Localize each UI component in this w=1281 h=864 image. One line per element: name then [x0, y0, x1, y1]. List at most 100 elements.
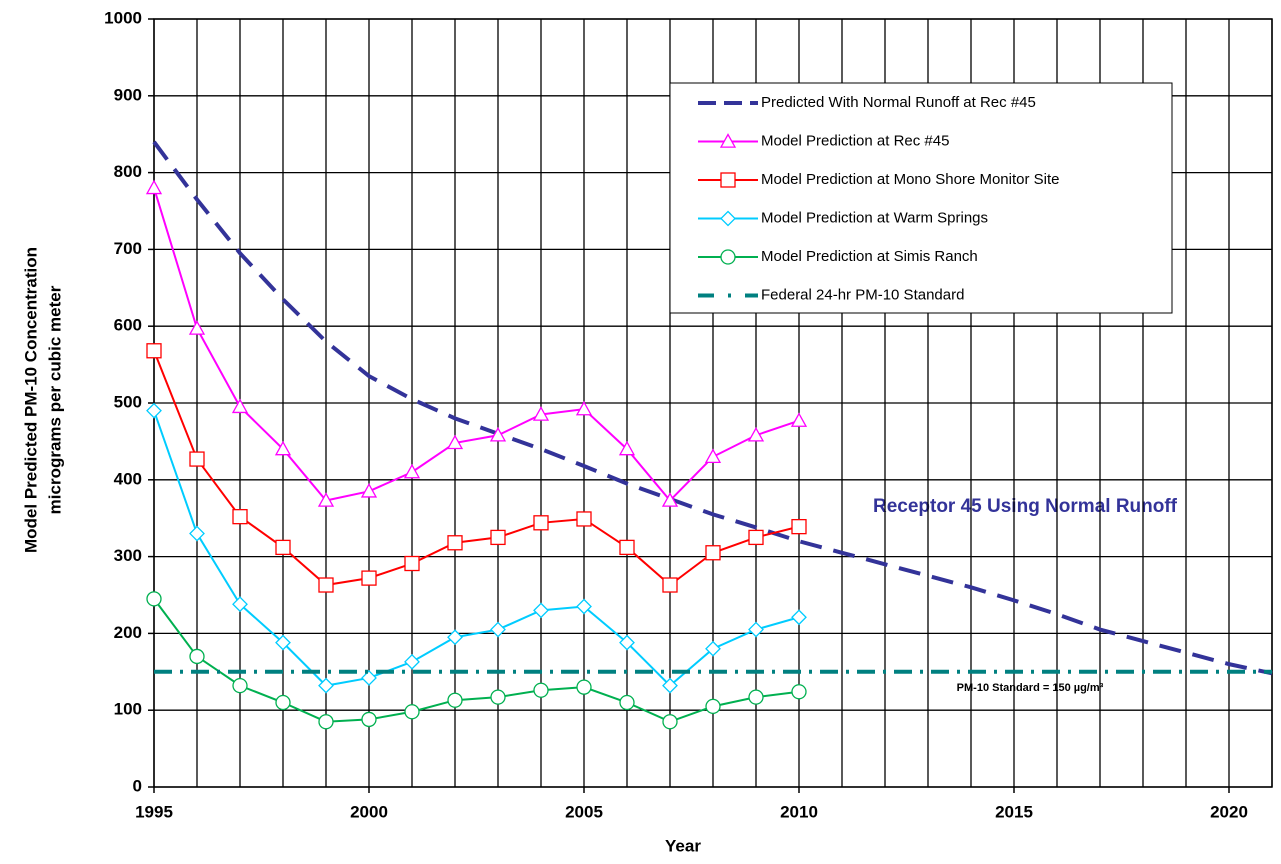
data-point [490, 621, 506, 638]
data-point [232, 596, 248, 613]
data-point [146, 343, 162, 359]
y-tick-label: 800 [114, 162, 142, 181]
data-point [188, 320, 206, 335]
series-line [153, 410, 800, 687]
x-axis-label: Year [665, 836, 701, 855]
data-point [360, 482, 378, 498]
y-axis-label: micrograms per cubic meter [45, 285, 64, 514]
data-point [533, 682, 549, 698]
legend-label: Predicted With Normal Runoff at Rec #45 [761, 94, 1036, 111]
annotation: PM-10 Standard = 150 µg/m³ [957, 682, 1104, 694]
x-tick-label: 2000 [350, 802, 388, 821]
data-point [661, 492, 679, 507]
data-point [318, 577, 334, 593]
x-tick-label: 2010 [780, 802, 818, 821]
legend-label: Model Prediction at Rec #45 [761, 132, 949, 149]
data-point [576, 511, 592, 527]
y-tick-label: 200 [114, 623, 142, 642]
data-point [532, 406, 550, 421]
data-point [662, 677, 678, 694]
data-point [447, 629, 463, 646]
data-point [403, 463, 421, 479]
data-point [275, 539, 291, 556]
legend-label: Model Prediction at Mono Shore Monitor S… [761, 171, 1059, 188]
data-point [748, 689, 764, 705]
data-point [704, 448, 722, 464]
data-point [790, 412, 808, 427]
y-axis-label: Model Predicted PM-10 Concentration [21, 247, 40, 553]
data-point [447, 692, 463, 708]
series-line [153, 187, 800, 503]
legend-marker [719, 133, 737, 148]
legend-label: Federal 24-hr PM-10 Standard [761, 286, 964, 303]
data-point [317, 492, 335, 507]
annotation: Receptor 45 Using Normal Runoff [873, 496, 1178, 517]
data-point [490, 529, 506, 546]
data-point [404, 704, 420, 720]
data-point [232, 509, 248, 525]
y-tick-label: 1000 [104, 8, 142, 27]
data-point [318, 677, 334, 694]
y-tick-label: 100 [114, 700, 142, 719]
data-point [747, 426, 765, 442]
data-point [489, 426, 507, 442]
data-point [361, 711, 377, 728]
legend-marker [720, 172, 736, 188]
y-tick-label: 400 [114, 469, 142, 488]
x-tick-label: 2015 [995, 802, 1033, 821]
x-tick-label: 2020 [1210, 802, 1248, 821]
data-point [146, 402, 162, 419]
data-point [791, 518, 807, 535]
data-point [533, 515, 549, 531]
data-point [446, 434, 464, 450]
data-point [618, 440, 636, 456]
data-point [404, 653, 420, 670]
data-point [231, 398, 249, 414]
data-point [232, 677, 248, 694]
data-point [748, 529, 764, 546]
data-point [361, 570, 377, 586]
x-tick-label: 2005 [565, 802, 603, 821]
series-line [152, 140, 1273, 676]
data-point [705, 545, 721, 561]
data-point [791, 609, 807, 626]
data-point [189, 451, 205, 467]
y-tick-label: 900 [114, 85, 142, 104]
legend-box [669, 82, 1173, 314]
data-point [318, 714, 334, 730]
data-point [705, 640, 721, 657]
data-point [619, 634, 635, 651]
series-line [153, 598, 800, 723]
data-point [662, 714, 678, 730]
legend-marker [720, 249, 736, 265]
data-point [662, 577, 678, 593]
y-tick-label: 700 [114, 239, 142, 258]
data-point [748, 621, 764, 638]
data-point [275, 634, 291, 651]
y-tick-label: 600 [114, 316, 142, 335]
data-point [274, 440, 292, 456]
data-point [791, 684, 807, 700]
data-point [490, 689, 506, 705]
legend-marker [720, 210, 736, 227]
y-tick-label: 300 [114, 546, 142, 565]
data-point [189, 648, 205, 665]
y-tick-label: 0 [133, 776, 142, 795]
legend-label: Model Prediction at Warm Springs [761, 209, 988, 226]
series-line [153, 350, 800, 587]
data-point [447, 535, 463, 551]
x-tick-label: 1995 [135, 802, 173, 821]
data-point [533, 602, 549, 619]
data-point [145, 179, 163, 195]
data-point [361, 670, 377, 686]
data-point [404, 555, 420, 572]
data-point [576, 679, 592, 695]
y-tick-label: 500 [114, 392, 142, 411]
data-point [705, 698, 721, 715]
data-point [619, 539, 635, 556]
data-point [619, 694, 635, 711]
data-point [146, 591, 162, 607]
data-point [275, 694, 291, 711]
data-point [575, 400, 593, 416]
